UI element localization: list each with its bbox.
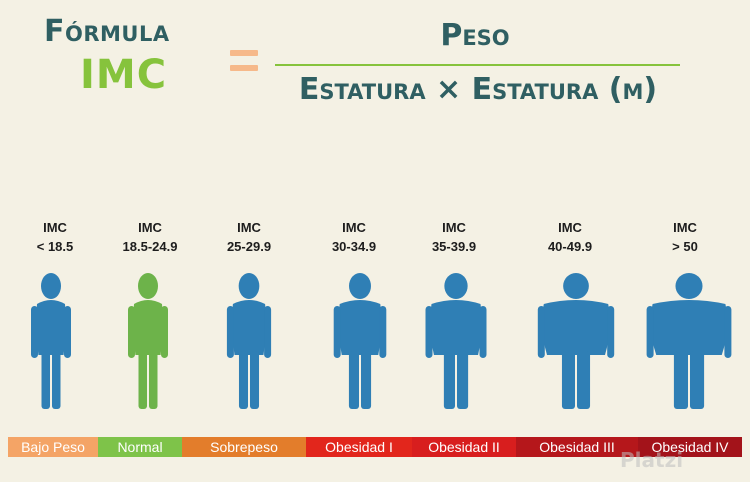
bar-obesidad-3: Obesidad III: [516, 437, 638, 457]
bar-obesidad-4: Obesidad IV: [638, 437, 742, 457]
body-figure-5: [425, 273, 487, 409]
equals-sign: [230, 50, 258, 72]
body-figures: [31, 273, 732, 409]
fraction-line: [275, 64, 680, 66]
body-figure-3: [226, 273, 272, 409]
formula-denominator: Estatura × Estatura (m): [298, 72, 658, 107]
body-figure-7: [646, 273, 732, 409]
bar-obesidad-2: Obesidad II: [412, 437, 516, 457]
bar-sobrepeso: Sobrepeso: [182, 437, 306, 457]
imc-label-6: IMC 40-49.9: [547, 220, 593, 254]
bar-normal: Normal: [98, 437, 182, 457]
body-figure-2: [128, 273, 168, 409]
imc-label-3: IMC 25-29.9: [226, 220, 272, 254]
imc-label-5: IMC 35-39.9: [431, 220, 477, 254]
body-figure-4: [333, 273, 387, 409]
title-imc: IMC: [80, 52, 168, 98]
imc-label-4: IMC 30-34.9: [331, 220, 377, 254]
platzi-watermark: Platzi: [620, 448, 684, 472]
imc-label-7: IMC > 50: [672, 220, 698, 254]
bar-bajo-peso: Bajo Peso: [8, 437, 98, 457]
bar-obesidad-1: Obesidad I: [306, 437, 412, 457]
body-figure-6: [537, 273, 615, 409]
imc-label-1: IMC < 18.5: [36, 220, 74, 254]
body-figure-1: [31, 273, 71, 409]
formula-numerator: Peso: [440, 18, 510, 53]
title-formula: Fórmula: [44, 14, 170, 49]
imc-label-2: IMC 18.5-24.9: [122, 220, 178, 254]
